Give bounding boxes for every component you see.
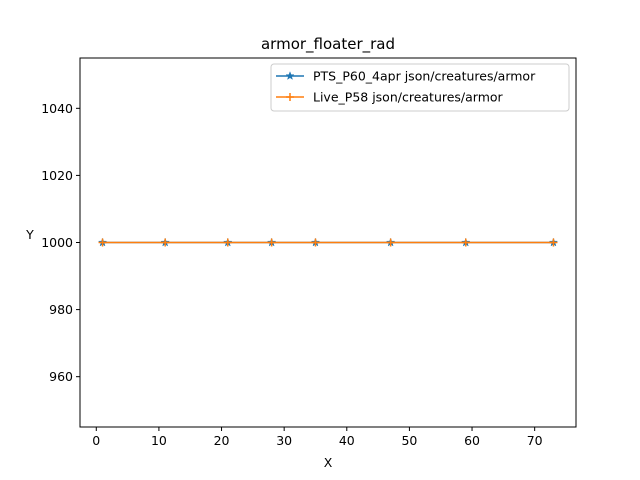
- legend-label: PTS_P60_4apr json/creatures/armor: [313, 69, 536, 84]
- data-point: [386, 238, 395, 247]
- legend-entry: Live_P58 json/creatures/armor: [276, 90, 504, 105]
- x-tick-label: 50: [401, 433, 417, 448]
- x-tick-label: 0: [92, 433, 100, 448]
- legend-entry: PTS_P60_4apr json/creatures/armor: [276, 69, 536, 84]
- x-tick-label: 20: [214, 433, 230, 448]
- x-tick-label: 30: [276, 433, 292, 448]
- x-tick-label: 70: [527, 433, 543, 448]
- data-point: [161, 238, 170, 247]
- chart-title: armor_floater_rad: [261, 35, 395, 54]
- x-tick-label: 10: [151, 433, 167, 448]
- legend: PTS_P60_4apr json/creatures/armor Live_P5…: [270, 63, 570, 112]
- y-tick-label: 960: [49, 369, 73, 384]
- legend-label: Live_P58 json/creatures/armor: [313, 90, 504, 105]
- data-point: [223, 238, 232, 247]
- x-tick-label: 60: [464, 433, 480, 448]
- y-tick-label: 980: [49, 302, 73, 317]
- y-tick-label: 1020: [41, 168, 73, 183]
- x-axis-ticks: 0 10 20 30 40 50 60 70: [92, 427, 543, 448]
- data-point: [549, 238, 558, 247]
- x-axis-label: X: [324, 455, 333, 470]
- x-tick-label: 40: [339, 433, 355, 448]
- data-point: [267, 238, 276, 247]
- y-tick-label: 1000: [41, 235, 73, 250]
- data-point: [311, 238, 320, 247]
- y-axis-ticks: 960 980 1000 1020 1040: [41, 101, 80, 384]
- series-2: [98, 238, 558, 247]
- data-point: [98, 238, 107, 247]
- y-tick-label: 1040: [41, 101, 73, 116]
- legend-box: [270, 63, 570, 112]
- y-axis-label: Y: [25, 227, 34, 242]
- series-layer: [97, 237, 559, 247]
- plot-frame: [79, 57, 577, 428]
- data-point: [461, 238, 470, 247]
- legend-marker: [285, 71, 295, 81]
- legend-marker: [286, 93, 294, 101]
